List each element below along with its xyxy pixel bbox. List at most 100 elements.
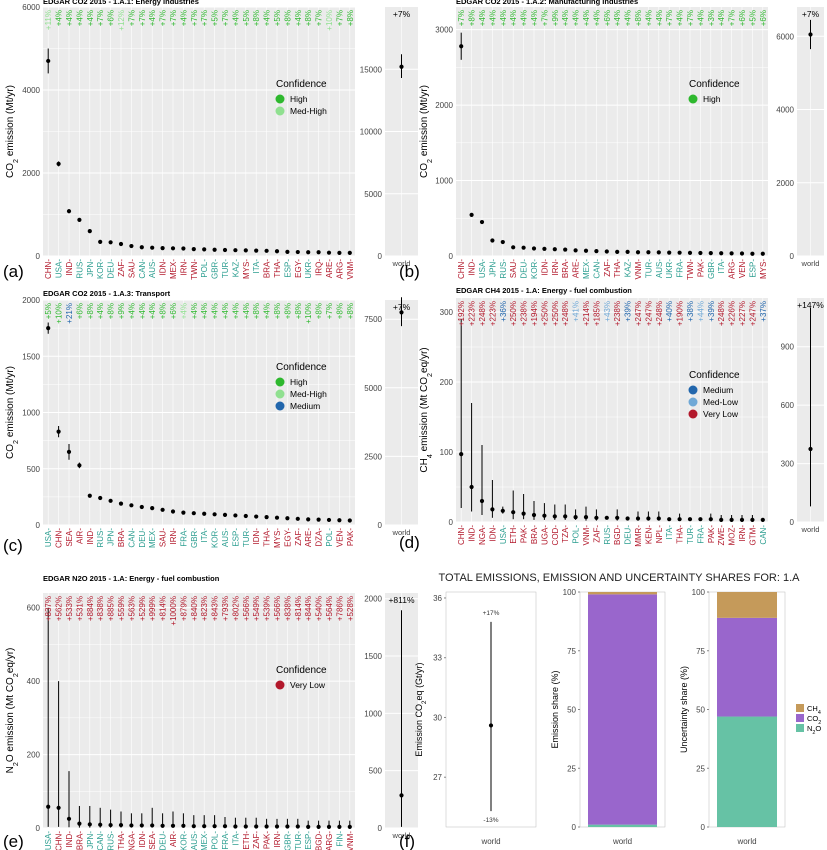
category-label: NPL- bbox=[655, 525, 664, 544]
y-tick-label: 1500 bbox=[22, 352, 40, 361]
legend-title: Confidence bbox=[689, 370, 740, 381]
data-point bbox=[222, 247, 228, 253]
uncertainty-label: +4% bbox=[75, 10, 84, 26]
data-point bbox=[677, 250, 682, 255]
data-point bbox=[479, 498, 485, 504]
category-label: TUR- bbox=[221, 259, 230, 278]
uncertainty-label: +4% bbox=[179, 303, 188, 319]
y-tick-label: 300 bbox=[781, 460, 795, 469]
uncertainty-label: +8% bbox=[283, 303, 292, 319]
panel-letter: (d) bbox=[399, 533, 420, 552]
uncertainty-label: +248% bbox=[655, 301, 664, 326]
category-label: VNM- bbox=[582, 525, 591, 546]
y-tick-label: 400 bbox=[27, 677, 41, 686]
data-point bbox=[254, 248, 259, 253]
category-label: THA- bbox=[676, 525, 685, 544]
y-tick-label: 0 bbox=[36, 824, 41, 833]
category-label: JPN- bbox=[86, 831, 95, 849]
panel-letter: (b) bbox=[399, 262, 420, 281]
data-point bbox=[108, 498, 113, 503]
y-tick-label: 2000 bbox=[364, 595, 382, 604]
uncertainty-label: +4% bbox=[530, 10, 539, 26]
uncertainty-label: +4% bbox=[86, 10, 95, 26]
uncertainty-label: +8% bbox=[335, 303, 344, 319]
world-uncertainty-label: +7% bbox=[393, 302, 411, 312]
data-point bbox=[573, 248, 578, 253]
uncertainty-label: +8% bbox=[315, 303, 324, 319]
category-label: KOR- bbox=[530, 259, 539, 279]
uncertainty-label: +37% bbox=[759, 301, 768, 322]
category-label: ZAF- bbox=[117, 259, 126, 277]
category-label: KAZ- bbox=[624, 259, 633, 278]
uncertainty-label: +194% bbox=[530, 301, 539, 326]
data-point bbox=[469, 212, 474, 217]
data-point bbox=[542, 246, 547, 251]
uncertainty-label: +4% bbox=[263, 303, 272, 319]
category-label: FRA- bbox=[221, 831, 230, 850]
uncertainty-label: +879% bbox=[179, 596, 188, 621]
legend-swatch bbox=[275, 377, 285, 387]
data-point bbox=[202, 824, 207, 829]
legend-swatch bbox=[796, 704, 804, 712]
category-label: THA- bbox=[263, 528, 272, 547]
category-label: ZAF- bbox=[252, 831, 261, 849]
uncertainty-label: +4% bbox=[655, 10, 664, 26]
uncertainty-label: +844% bbox=[304, 596, 313, 621]
data-point bbox=[233, 824, 238, 829]
legend-title: Confidence bbox=[276, 79, 327, 90]
category-label: MOZ- bbox=[728, 525, 737, 546]
y-tick-label: 6000 bbox=[776, 32, 794, 41]
uncertainty-label: +4% bbox=[148, 303, 157, 319]
uncertainty-label: +8% bbox=[346, 10, 355, 26]
category-label: CAN- bbox=[138, 259, 147, 279]
uncertainty-label: +227% bbox=[738, 301, 747, 326]
uncertainty-label: +248% bbox=[561, 301, 570, 326]
legend-swatch bbox=[796, 714, 804, 722]
category-label: CAN- bbox=[759, 525, 768, 545]
uncertainty-label: +4% bbox=[221, 303, 230, 319]
y-tick-label: 75 bbox=[567, 647, 576, 656]
category-label: TUR- bbox=[644, 259, 653, 278]
uncertainty-label: +21% bbox=[65, 303, 74, 324]
uncertainty-label: +8% bbox=[159, 303, 168, 319]
legend-swatch bbox=[688, 94, 698, 104]
data-point bbox=[531, 246, 537, 251]
category-label: KOR- bbox=[179, 831, 188, 850]
data-point bbox=[583, 515, 589, 520]
data-point bbox=[202, 511, 207, 516]
category-label: MMR- bbox=[634, 525, 643, 547]
y-tick-label: 200 bbox=[27, 751, 41, 760]
data-point bbox=[337, 824, 342, 829]
category-label: BGD- bbox=[613, 525, 622, 545]
legend-title: Confidence bbox=[276, 362, 327, 373]
legend-swatch bbox=[688, 385, 698, 395]
data-point bbox=[698, 517, 703, 522]
uncertainty-label: +8% bbox=[294, 303, 303, 319]
uncertainty-label: +5% bbox=[273, 10, 282, 26]
stack-segment-ch4 bbox=[717, 592, 777, 618]
uncertainty-label: +8% bbox=[252, 10, 261, 26]
data-point bbox=[347, 824, 352, 829]
category-label: MEX- bbox=[148, 528, 157, 548]
category-label: CHN- bbox=[55, 831, 64, 850]
uncertainty-label: +8% bbox=[346, 303, 355, 319]
data-point bbox=[739, 517, 745, 523]
category-label: RUS- bbox=[107, 831, 116, 850]
category-label: THA- bbox=[273, 259, 282, 278]
uncertainty-label: +6% bbox=[75, 303, 84, 319]
category-label: USA- bbox=[478, 259, 487, 278]
data-point bbox=[635, 250, 641, 255]
category-label: SAU- bbox=[159, 528, 168, 547]
data-point bbox=[139, 823, 144, 828]
category-label: UGA- bbox=[540, 525, 549, 545]
category-label: CAN- bbox=[592, 259, 601, 279]
data-point bbox=[808, 446, 813, 452]
data-point bbox=[77, 217, 82, 222]
uncertainty-label: +190% bbox=[676, 301, 685, 326]
y-axis-label: CO2 emission (Mt/yr) bbox=[5, 366, 20, 459]
y-axis-label: CO2 emission (Mt/yr) bbox=[419, 85, 434, 178]
uncertainty-label: +5% bbox=[44, 303, 53, 319]
uncertainty-label: +4% bbox=[242, 303, 251, 319]
category-label: UKR- bbox=[665, 259, 674, 279]
